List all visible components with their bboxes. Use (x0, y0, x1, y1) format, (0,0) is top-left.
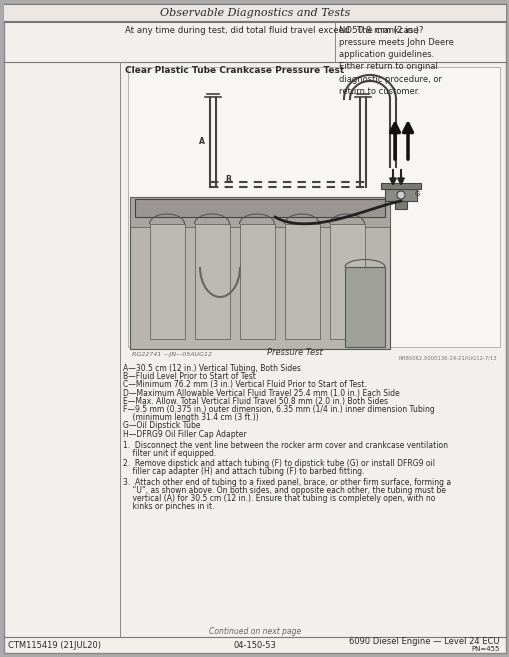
Text: G—Oil Dipstick Tube: G—Oil Dipstick Tube (123, 421, 200, 430)
Bar (128, 67, 499, 347)
Bar (329, 224, 364, 339)
Text: A: A (199, 137, 205, 147)
Text: 6090 Diesel Engine — Level 24 ECU: 6090 Diesel Engine — Level 24 ECU (349, 637, 499, 646)
Bar (380, 183, 420, 189)
Text: E—Max. Allow. Total Vertical Fluid Travel 50.8 mm (2.0 in.) Both Sides: E—Max. Allow. Total Vertical Fluid Trave… (123, 397, 387, 406)
Text: “U”, as shown above. On both sides, and opposite each other, the tubing must be: “U”, as shown above. On both sides, and … (123, 486, 445, 495)
Text: RG22741 —JN—05AUG12: RG22741 —JN—05AUG12 (132, 352, 212, 357)
Bar (394, 201, 406, 209)
Text: (minimum length 31.4 cm (3 ft.)): (minimum length 31.4 cm (3 ft.)) (123, 413, 258, 422)
Bar (4, 4, 505, 21)
Bar (130, 197, 389, 227)
Bar (130, 197, 389, 349)
Text: vertical (A) for 30.5 cm (12 in.). Ensure that tubing is completely open, with n: vertical (A) for 30.5 cm (12 in.). Ensur… (123, 494, 435, 503)
Text: 3.  Attach other end of tubing to a fixed panel, brace, or other firm surface, f: 3. Attach other end of tubing to a fixed… (123, 478, 450, 487)
Bar (285, 224, 319, 339)
Text: A—30.5 cm (12 in.) Vertical Tubing, Both Sides: A—30.5 cm (12 in.) Vertical Tubing, Both… (123, 364, 300, 373)
Text: Pressure Test: Pressure Test (267, 348, 322, 357)
Text: D—Maximum Allowable Vertical Fluid Travel 25.4 mm (1.0 in.) Each Side: D—Maximum Allowable Vertical Fluid Trave… (123, 388, 399, 397)
Text: kinks or pinches in it.: kinks or pinches in it. (123, 502, 214, 511)
Bar (194, 224, 230, 339)
Bar (240, 224, 274, 339)
Text: H—DFRG9 Oil Filler Cap Adapter: H—DFRG9 Oil Filler Cap Adapter (123, 430, 246, 439)
Text: filler cap adapter (H) and attach tubing (F) to barbed fitting.: filler cap adapter (H) and attach tubing… (123, 467, 364, 476)
Text: B—Fluid Level Prior to Start of Test: B—Fluid Level Prior to Start of Test (123, 373, 256, 381)
Text: 1.  Disconnect the vent line between the rocker arm cover and crankcase ventilat: 1. Disconnect the vent line between the … (123, 441, 447, 450)
Text: 2.  Remove dipstick and attach tubing (F) to dipstick tube (G) or install DFRG9 : 2. Remove dipstick and attach tubing (F)… (123, 459, 434, 468)
Text: G: G (414, 191, 419, 197)
Text: F—9.5 mm (0.375 in.) outer dimension, 6.35 mm (1/4 in.) inner dimension Tubing: F—9.5 mm (0.375 in.) outer dimension, 6.… (123, 405, 434, 414)
Bar (384, 189, 416, 201)
Bar (344, 267, 384, 347)
Text: B: B (224, 175, 231, 183)
Text: RH80062.0000136-19-21AUG12-7/13: RH80062.0000136-19-21AUG12-7/13 (398, 355, 496, 360)
Text: Clear Plastic Tube Crankcase Pressure Test: Clear Plastic Tube Crankcase Pressure Te… (125, 66, 344, 75)
Text: C—Minimum 76.2 mm (3 in.) Vertical Fluid Prior to Start of Test.: C—Minimum 76.2 mm (3 in.) Vertical Fluid… (123, 380, 366, 390)
Text: CTM115419 (21JUL20): CTM115419 (21JUL20) (8, 641, 101, 650)
Text: PN=455: PN=455 (471, 646, 499, 652)
Bar (135, 199, 384, 217)
Circle shape (396, 191, 404, 199)
Text: At any time during test, did total fluid travel exceed 50.8 mm (2 in.)?: At any time during test, did total fluid… (125, 26, 422, 35)
Text: filter unit if equipped.: filter unit if equipped. (123, 449, 216, 458)
Text: Observable Diagnostics and Tests: Observable Diagnostics and Tests (159, 7, 350, 18)
Text: NO: The crankcase
pressure meets John Deere
application guidelines.
Either retur: NO: The crankcase pressure meets John De… (338, 26, 453, 96)
Text: 04-150-53: 04-150-53 (233, 641, 276, 650)
Bar (150, 224, 185, 339)
Text: Continued on next page: Continued on next page (209, 627, 300, 637)
